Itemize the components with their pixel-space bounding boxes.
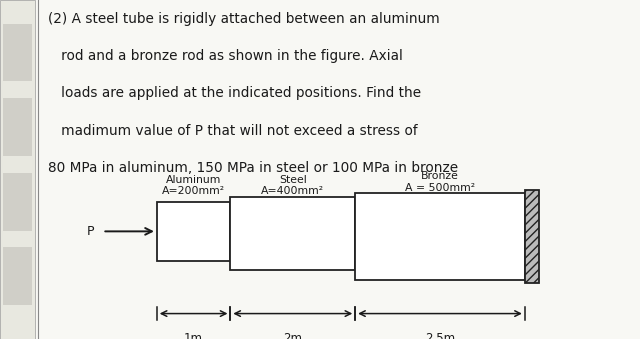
Text: 1m: 1m (184, 332, 203, 339)
Text: 3P: 3P (298, 226, 313, 240)
Text: Aluminum
A=200mm²: Aluminum A=200mm² (162, 175, 225, 196)
Text: (2) A steel tube is rigidly attached between an aluminum: (2) A steel tube is rigidly attached bet… (48, 12, 440, 26)
Text: Steel
A=400mm²: Steel A=400mm² (261, 175, 324, 196)
Text: 2.5m: 2.5m (425, 332, 455, 339)
Text: 2P: 2P (467, 230, 483, 243)
Text: P: P (87, 225, 95, 238)
Text: loads are applied at the indicated positions. Find the: loads are applied at the indicated posit… (48, 86, 421, 100)
Text: 2m: 2m (284, 332, 302, 339)
Text: Bronze
A = 500mm²: Bronze A = 500mm² (405, 171, 475, 193)
Text: 80 MPa in aluminum, 150 MPa in steel or 100 MPa in bronze: 80 MPa in aluminum, 150 MPa in steel or … (48, 161, 458, 175)
Text: madimum value of P that will not exceed a stress of: madimum value of P that will not exceed … (48, 124, 418, 138)
Text: rod and a bronze rod as shown in the figure. Axial: rod and a bronze rod as shown in the fig… (48, 49, 403, 63)
